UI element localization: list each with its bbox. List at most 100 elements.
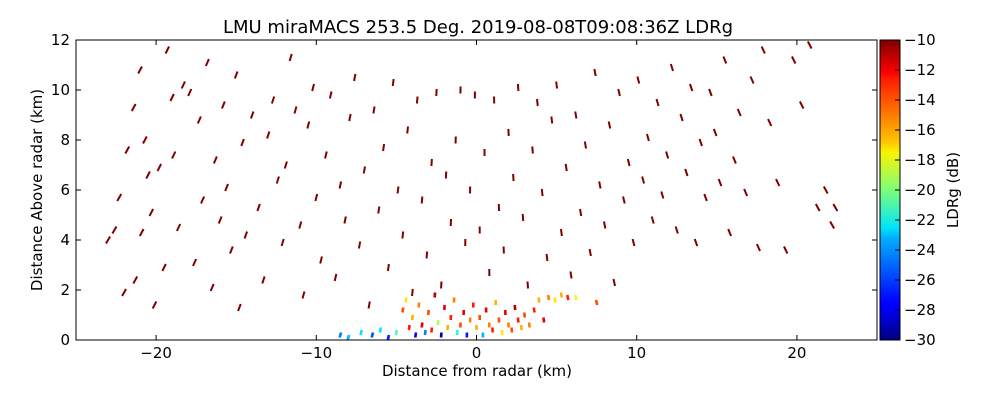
data-point [660,191,665,199]
colorbar-tick-label: −24 [904,241,936,259]
data-point [732,156,737,164]
data-point [156,163,162,172]
colorbar-tick-label: −22 [904,211,936,229]
data-point [293,106,298,114]
data-point [553,297,557,303]
data-point [645,133,650,142]
data-point [367,301,371,309]
data-point [536,98,539,107]
data-point [250,111,255,119]
data-point [275,176,280,184]
data-point [378,327,383,333]
colorbar-tick-label: −10 [904,31,936,49]
y-tick-label: 0 [60,331,70,349]
data-point [755,243,761,252]
y-axis-label: Distance Above radar (km) [28,89,46,291]
data-point [137,66,143,74]
x-tick-label: 0 [472,344,482,362]
data-point [382,143,386,152]
data-point [703,193,708,202]
plot-marks [105,41,839,341]
x-tick-label: 20 [787,344,806,362]
data-point [343,216,347,224]
data-point [420,322,424,328]
x-axis-ticks: −20 −10 0 10 20 [140,40,806,362]
data-point [359,329,364,336]
x-tick-label: −20 [140,344,172,362]
data-point [708,88,713,97]
data-point [138,228,145,237]
data-point [319,256,323,264]
data-point [377,206,381,214]
data-point [583,141,588,149]
data-point [171,151,177,159]
data-point [521,213,525,222]
data-point [394,329,399,336]
data-point [698,138,703,147]
data-point [573,294,578,301]
data-point [161,263,167,272]
data-point [404,297,408,303]
data-point [612,278,617,287]
data-point [280,238,285,247]
data-point [372,106,376,114]
x-axis-label: Distance from radar (km) [382,362,572,380]
data-point [674,226,679,234]
data-point [116,193,123,202]
data-point [151,301,158,309]
x-tick-label: 10 [627,344,646,362]
data-point [527,322,531,328]
data-point [130,103,137,112]
data-point [767,118,773,127]
data-point [798,101,805,109]
data-point [537,297,541,303]
data-point [406,126,409,134]
data-point [145,171,151,179]
data-point [829,221,836,229]
data-point [607,121,612,129]
data-point [175,223,182,232]
y-tick-label: 2 [60,281,70,299]
data-point [401,307,405,313]
data-point [545,253,549,262]
data-point [243,231,249,239]
data-point [288,53,293,62]
data-point [338,332,343,338]
data-point [266,131,271,139]
data-point [124,146,131,154]
colorbar-tick-label: −28 [904,301,936,319]
data-point [212,156,218,164]
data-point [430,158,433,167]
data-point [224,183,229,192]
data-point [550,116,554,124]
data-point [559,292,564,298]
data-point [411,288,414,297]
data-point [353,73,357,82]
data-point [727,228,732,237]
data-point [540,188,544,197]
data-point [679,113,684,122]
colorbar-tick-label: −20 [904,181,936,199]
data-point [311,83,315,92]
data-point [180,81,186,89]
data-point [105,235,111,245]
data-point [417,302,421,308]
data-point [196,116,202,124]
plot-frame [75,39,878,341]
colorbar-tick-label: −16 [904,121,936,139]
data-point [598,181,602,189]
data-point [519,324,523,331]
data-point [370,332,375,338]
data-point [209,283,215,292]
data-point [233,71,239,79]
data-point [357,241,362,249]
data-point [526,281,530,289]
data-point [760,46,766,54]
data-point [814,203,821,212]
colorbar-tick-label: −14 [904,91,936,109]
data-point [546,294,551,301]
data-point [283,161,288,169]
data-point [669,63,674,72]
data-point [333,273,338,282]
